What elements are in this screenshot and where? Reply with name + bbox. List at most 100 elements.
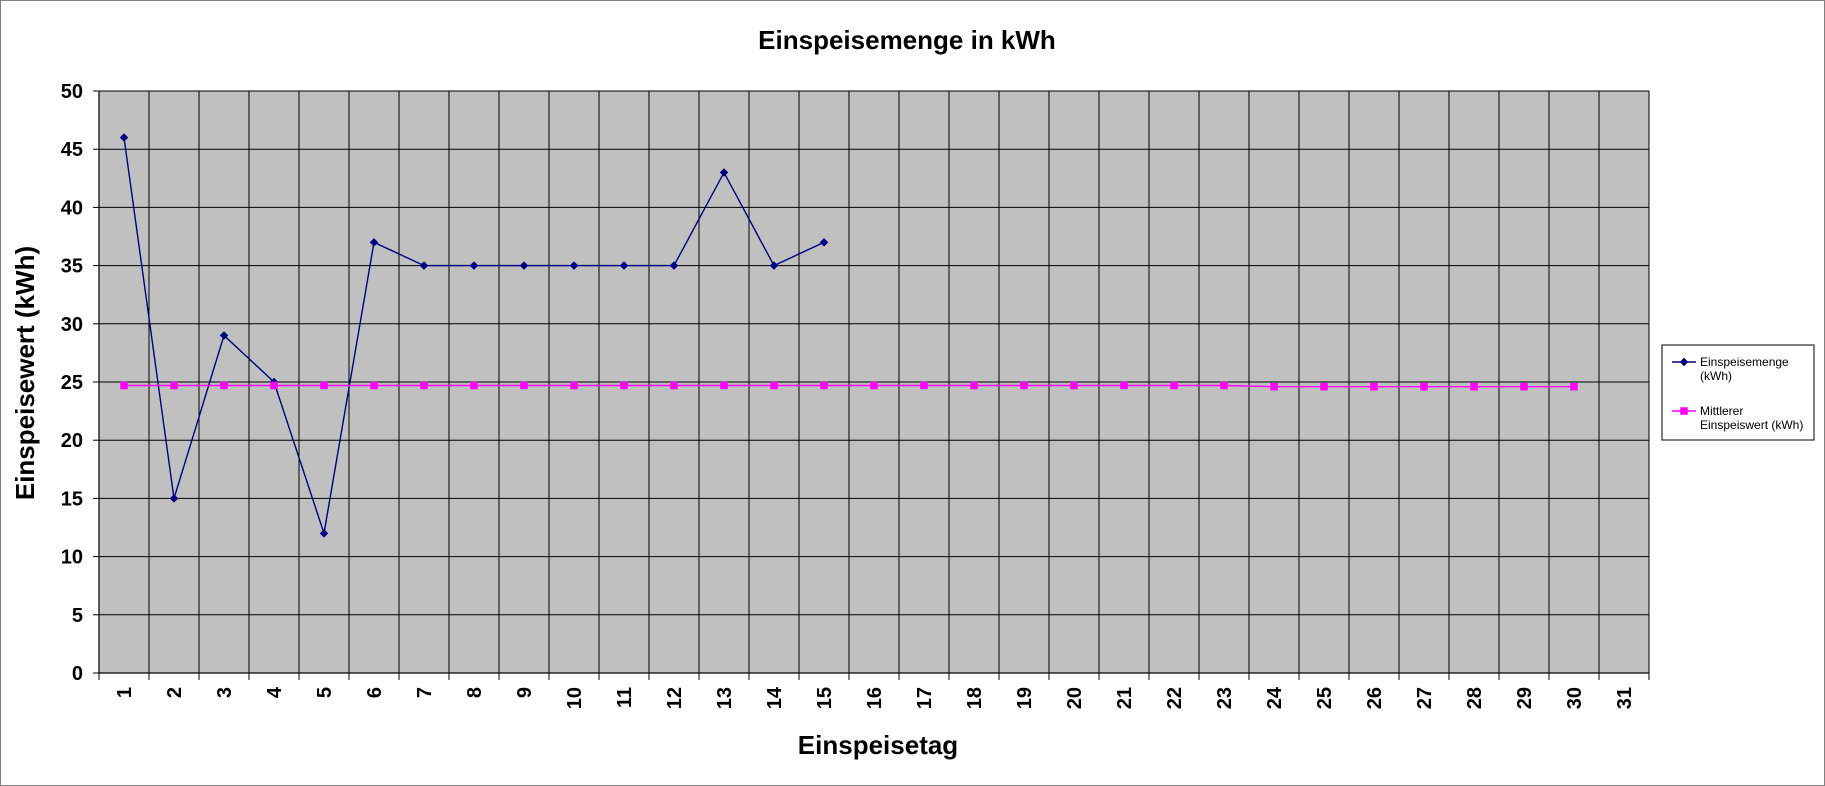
series-2-point xyxy=(1170,381,1178,390)
x-tick-label: 4 xyxy=(264,686,286,698)
series-1-point xyxy=(569,261,579,270)
series-2-point xyxy=(370,381,378,390)
series-1-point xyxy=(369,237,379,247)
y-tick-label: 40 xyxy=(61,197,83,219)
series-2-point xyxy=(620,381,628,390)
x-tick-label: 13 xyxy=(714,687,736,709)
series-2-point xyxy=(720,381,728,390)
x-tick-label: 21 xyxy=(1114,687,1136,709)
series-2-point xyxy=(120,381,128,390)
x-tick-label: 6 xyxy=(364,687,386,698)
series-2-point xyxy=(420,381,428,390)
x-tick-label: 5 xyxy=(314,687,336,698)
y-tick-label: 10 xyxy=(61,547,83,569)
series-1-point xyxy=(319,528,329,538)
legend-entry-label: Einspeiswert (kWh) xyxy=(1700,418,1803,432)
x-tick-label: 30 xyxy=(1564,687,1586,709)
series-2-point xyxy=(520,381,528,390)
series-1-point xyxy=(619,261,629,270)
legend-entry-label: Mittlerer xyxy=(1700,404,1743,418)
series-2-point xyxy=(1470,382,1478,391)
x-tick-label: 16 xyxy=(864,687,886,709)
x-tick-label: 1 xyxy=(114,687,136,698)
series-2-point xyxy=(1120,381,1128,390)
x-tick-label: 10 xyxy=(564,687,586,709)
y-tick-label: 5 xyxy=(72,605,83,627)
series-1-point xyxy=(169,494,179,503)
series-2-point xyxy=(1420,382,1428,391)
series-2-point xyxy=(1220,381,1228,390)
series-2-point xyxy=(570,381,578,390)
y-tick-label: 25 xyxy=(61,372,83,394)
legend-box xyxy=(1661,344,1815,441)
series-2-point xyxy=(920,381,928,390)
x-tick-label: 15 xyxy=(814,687,836,709)
x-tick-label: 28 xyxy=(1464,687,1486,709)
series-1-point xyxy=(719,168,729,177)
x-tick-label: 31 xyxy=(1614,687,1636,709)
y-tick-label: 35 xyxy=(61,256,83,278)
series-1-point xyxy=(419,261,429,270)
series-2-point xyxy=(1020,381,1028,390)
series-2-point xyxy=(1520,382,1528,391)
series-2-point xyxy=(1570,382,1578,391)
legend-swatch-marker xyxy=(1680,407,1688,415)
series-1-point xyxy=(469,261,479,270)
series-2-point xyxy=(170,381,178,390)
series-2-point xyxy=(1320,382,1328,391)
series-2-point xyxy=(1070,381,1078,390)
series-2-point xyxy=(870,381,878,390)
legend-swatch-marker xyxy=(1679,357,1689,367)
y-axis-title: Einspeisewert (kWh) xyxy=(10,246,40,500)
series-2-point xyxy=(270,381,278,390)
series-2-point xyxy=(820,381,828,390)
x-tick-label: 19 xyxy=(1014,687,1036,709)
x-tick-label: 17 xyxy=(914,687,936,709)
x-tick-label: 24 xyxy=(1264,686,1286,709)
series-2-point xyxy=(970,381,978,390)
x-tick-label: 11 xyxy=(614,687,636,708)
x-tick-label: 3 xyxy=(214,687,236,698)
series-2-point xyxy=(1270,382,1278,391)
y-tick-label: 15 xyxy=(61,488,83,510)
x-tick-label: 29 xyxy=(1514,687,1536,709)
x-tick-label: 14 xyxy=(764,686,786,709)
series-1-point xyxy=(819,237,829,247)
x-tick-label: 7 xyxy=(414,687,436,698)
y-tick-label: 45 xyxy=(61,139,83,161)
legend-entry-label: Einspeisemenge xyxy=(1700,355,1789,369)
x-tick-label: 22 xyxy=(1164,687,1186,709)
series-1-point xyxy=(119,133,129,142)
y-tick-label: 20 xyxy=(61,430,83,452)
x-tick-label: 20 xyxy=(1064,687,1086,709)
series-1-point xyxy=(519,261,529,270)
y-tick-label: 0 xyxy=(72,663,83,685)
x-tick-label: 18 xyxy=(964,687,986,709)
series-2-point xyxy=(220,381,228,390)
x-axis-title: Einspeisetag xyxy=(798,730,958,760)
legend-entry-label: (kWh) xyxy=(1700,369,1732,383)
x-tick-label: 25 xyxy=(1314,687,1336,709)
series-1-point xyxy=(669,261,679,270)
series-2-point xyxy=(470,381,478,390)
series-line-2 xyxy=(124,384,1574,388)
series-2-point xyxy=(770,381,778,390)
x-tick-label: 23 xyxy=(1214,687,1236,709)
series-1-point xyxy=(769,261,779,270)
x-tick-label: 8 xyxy=(464,687,486,698)
y-tick-label: 30 xyxy=(61,314,83,336)
x-tick-label: 9 xyxy=(514,687,536,698)
x-tick-label: 27 xyxy=(1414,687,1436,709)
series-2-point xyxy=(1370,382,1378,391)
series-2-point xyxy=(320,381,328,390)
series-1-point xyxy=(219,331,229,340)
x-tick-label: 2 xyxy=(164,687,186,698)
x-tick-label: 12 xyxy=(664,687,686,709)
chart-title: Einspeisemenge in kWh xyxy=(758,25,1056,55)
legend: Einspeisemenge(kWh) MittlererEinspeiswert… xyxy=(1661,344,1815,441)
x-tick-label: 26 xyxy=(1364,687,1386,709)
y-tick-label: 50 xyxy=(61,81,83,103)
series-2-point xyxy=(670,381,678,390)
